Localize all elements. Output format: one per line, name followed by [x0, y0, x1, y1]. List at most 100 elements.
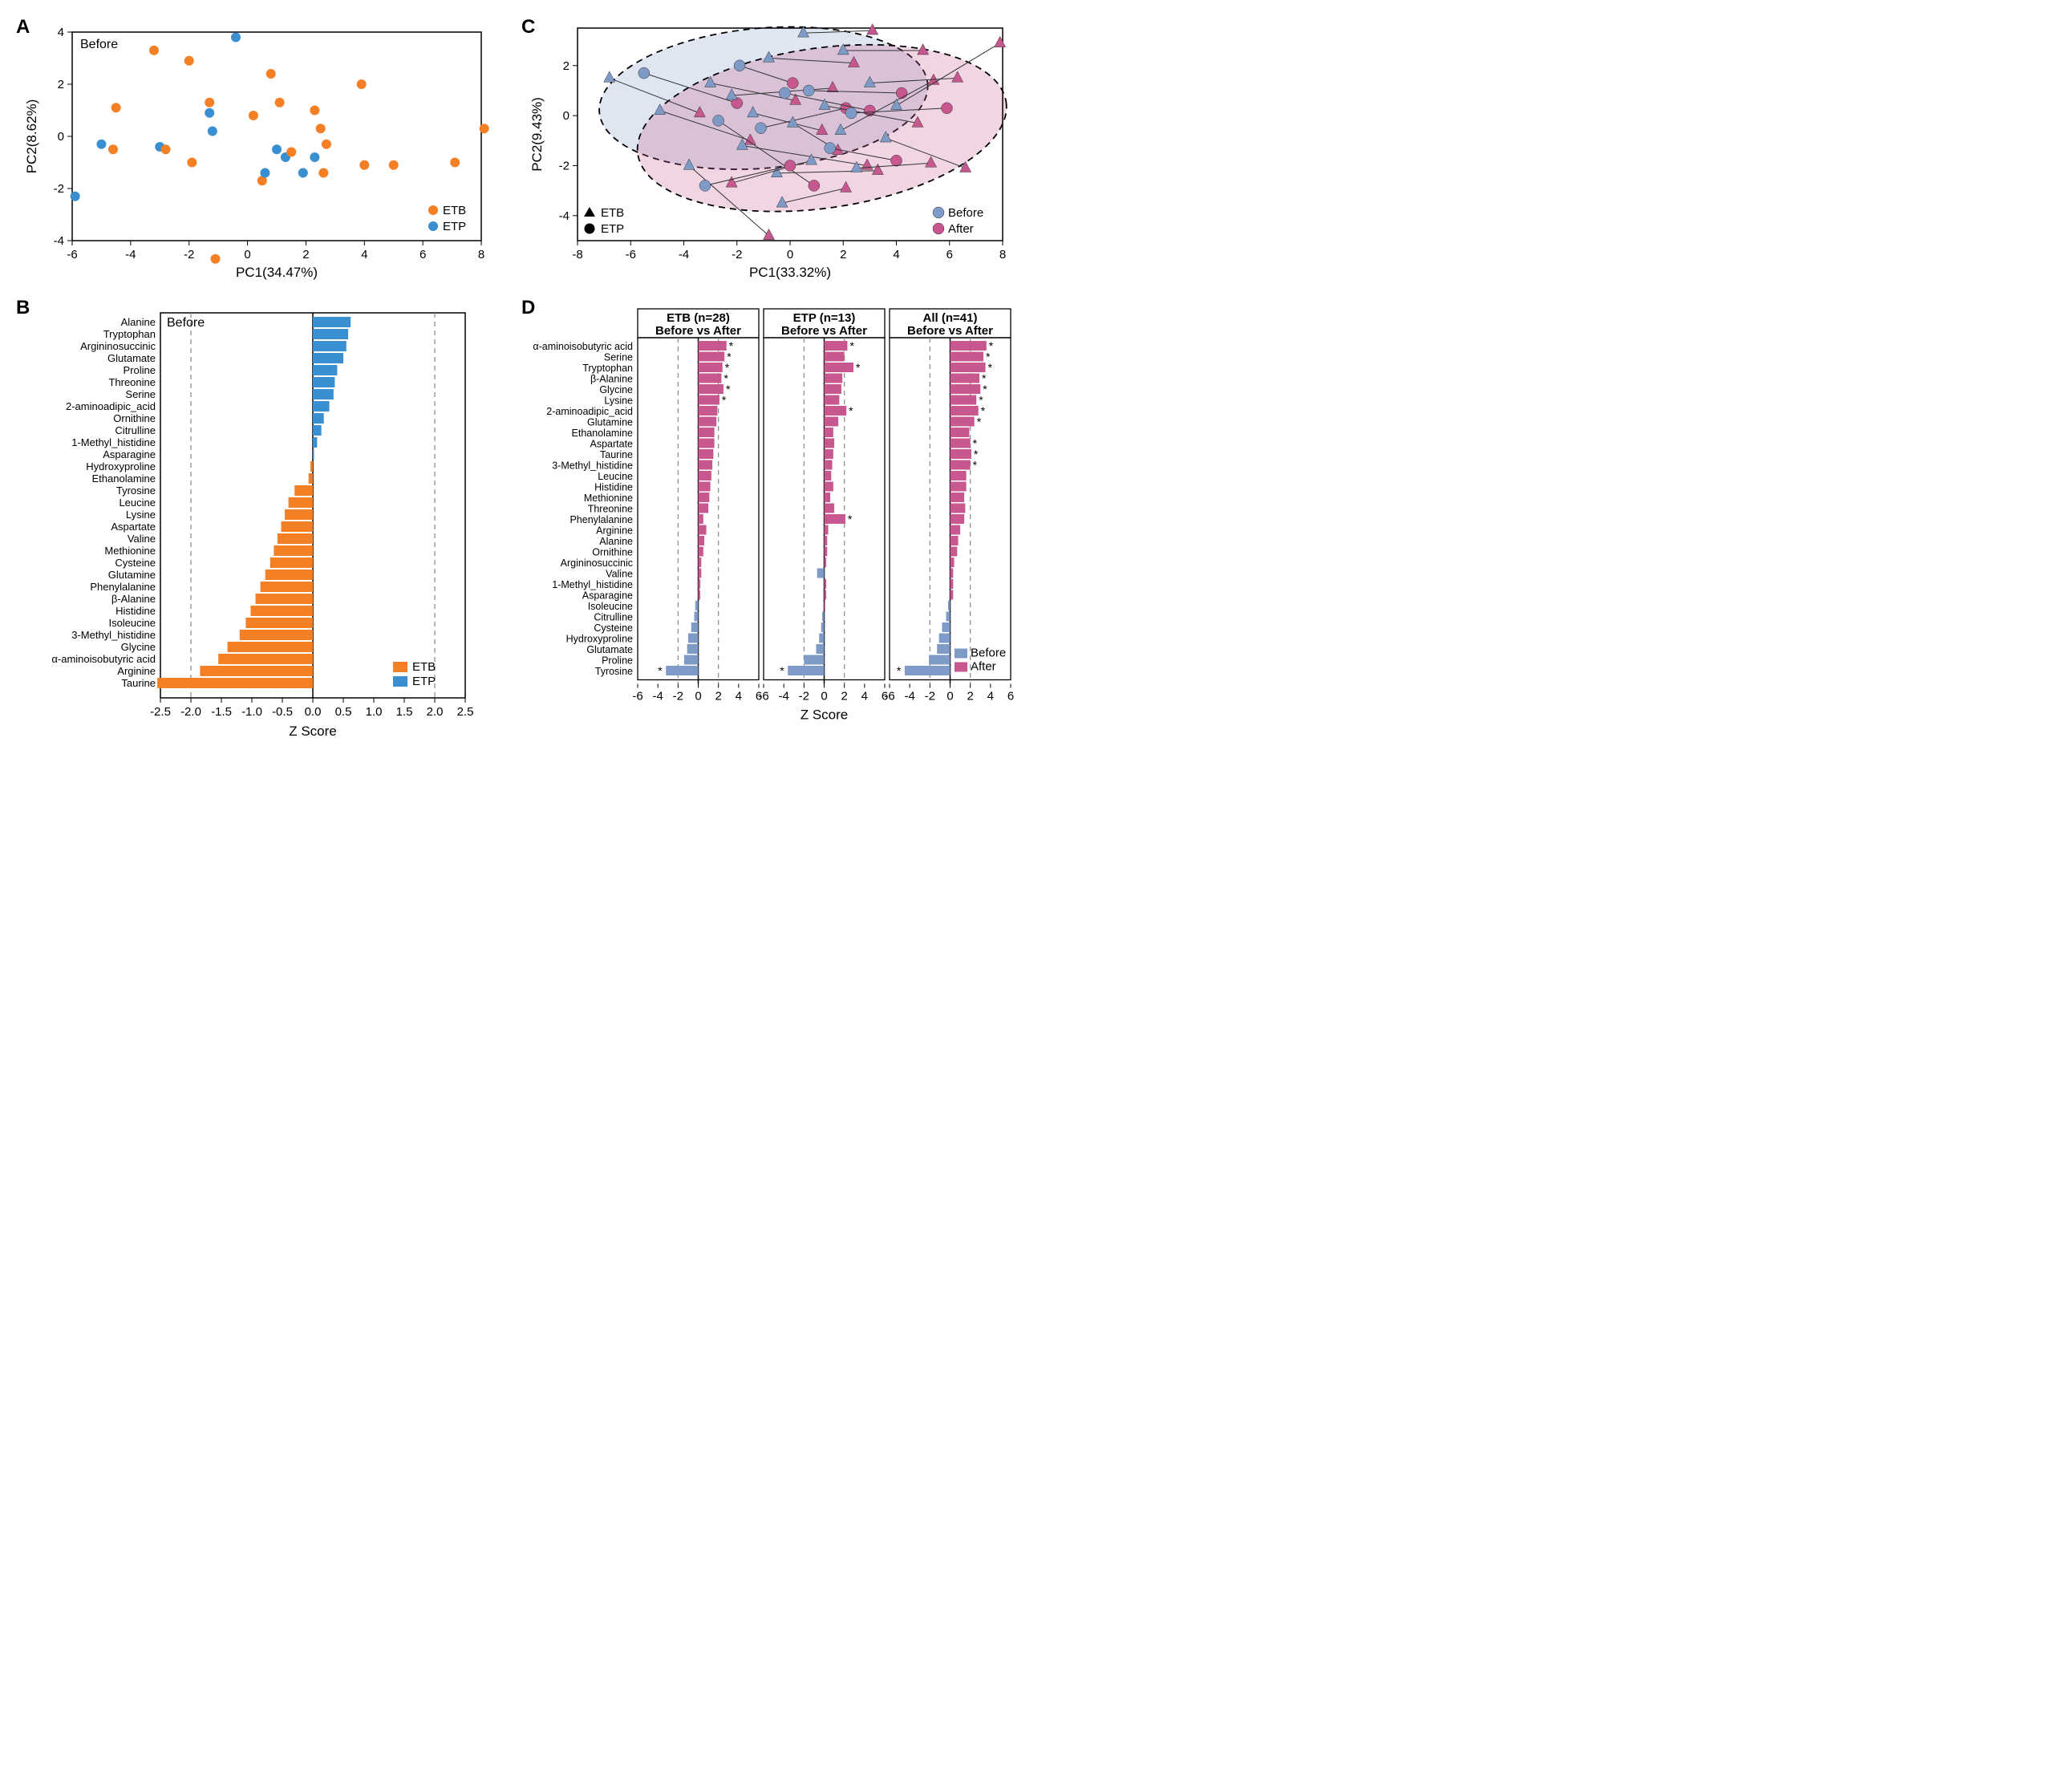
svg-text:0.0: 0.0	[305, 705, 322, 719]
svg-text:*: *	[849, 404, 853, 417]
svg-text:Methionine: Methionine	[104, 545, 156, 557]
svg-text:2: 2	[967, 690, 973, 703]
svg-text:Methionine: Methionine	[584, 493, 633, 504]
svg-text:Taurine: Taurine	[600, 449, 633, 460]
svg-text:Phenylalanine: Phenylalanine	[90, 581, 156, 593]
svg-text:6: 6	[946, 248, 953, 262]
svg-text:Ethanolamine: Ethanolamine	[92, 472, 156, 484]
svg-text:8: 8	[478, 248, 484, 262]
svg-text:-4: -4	[904, 690, 914, 703]
panel-b-label: B	[16, 297, 30, 319]
panel-b-svg: AlanineTryptophanArgininosuccinicGlutama…	[16, 297, 497, 746]
svg-text:β-Alanine: β-Alanine	[111, 593, 156, 605]
svg-text:Before: Before	[167, 316, 205, 330]
svg-text:Histidine: Histidine	[116, 605, 156, 617]
svg-text:Asparagine: Asparagine	[582, 590, 633, 602]
svg-text:Proline: Proline	[124, 364, 156, 376]
svg-text:Z Score: Z Score	[289, 724, 337, 739]
svg-text:3-Methyl_histidine: 3-Methyl_histidine	[552, 460, 633, 472]
figure-grid: A -6-4-202468-4-2024PC1(34.47%)PC2(8.62%…	[16, 16, 1011, 746]
svg-text:2: 2	[302, 248, 309, 262]
svg-text:Serine: Serine	[604, 352, 633, 363]
svg-text:Serine: Serine	[125, 388, 156, 400]
svg-text:4: 4	[861, 690, 868, 703]
svg-text:1.5: 1.5	[396, 705, 413, 719]
svg-text:*: *	[849, 339, 854, 352]
svg-text:2: 2	[563, 59, 570, 73]
svg-text:Citrulline: Citrulline	[594, 612, 633, 623]
svg-text:0: 0	[787, 248, 793, 262]
svg-text:Glycine: Glycine	[121, 641, 156, 653]
svg-text:Before vs After: Before vs After	[907, 324, 993, 338]
svg-text:4: 4	[893, 248, 899, 262]
svg-text:Tryptophan: Tryptophan	[582, 363, 633, 374]
panel-c-svg: -8-6-4-202468-4-202PC1(33.32%)PC2(9.43%)…	[521, 16, 1019, 281]
svg-text:ETB: ETB	[443, 204, 466, 217]
svg-text:Ornithine: Ornithine	[113, 412, 156, 424]
svg-text:-2.5: -2.5	[150, 705, 171, 719]
svg-text:0.5: 0.5	[335, 705, 352, 719]
svg-text:*: *	[897, 664, 902, 677]
svg-text:-6: -6	[884, 690, 894, 703]
svg-text:Valine: Valine	[606, 569, 633, 580]
svg-text:*: *	[983, 383, 987, 395]
svg-text:0: 0	[695, 690, 701, 703]
svg-text:Arginine: Arginine	[117, 665, 156, 677]
svg-text:β-Alanine: β-Alanine	[590, 374, 633, 385]
panel-a: A -6-4-202468-4-2024PC1(34.47%)PC2(8.62%…	[16, 16, 497, 281]
svg-text:ETP (n=13): ETP (n=13)	[793, 311, 856, 325]
svg-text:3-Methyl_histidine: 3-Methyl_histidine	[71, 629, 156, 641]
svg-text:Threonine: Threonine	[108, 376, 156, 388]
svg-text:4: 4	[987, 690, 994, 703]
svg-text:Tyrosine: Tyrosine	[595, 666, 633, 677]
svg-text:Argininosuccinic: Argininosuccinic	[80, 340, 156, 352]
svg-text:Citrulline: Citrulline	[115, 424, 156, 436]
svg-text:ETP: ETP	[601, 222, 624, 236]
svg-text:PC1(33.32%): PC1(33.32%)	[749, 265, 831, 280]
svg-text:-4: -4	[559, 209, 570, 223]
svg-text:-4: -4	[679, 248, 689, 262]
svg-text:0: 0	[821, 690, 827, 703]
svg-text:2: 2	[840, 248, 846, 262]
svg-text:Before: Before	[80, 38, 118, 51]
svg-text:Hydroxyproline: Hydroxyproline	[86, 460, 156, 472]
svg-text:Taurine: Taurine	[121, 677, 156, 689]
svg-text:Glutamine: Glutamine	[108, 569, 156, 581]
svg-text:-4: -4	[54, 234, 64, 248]
svg-text:1-Methyl_histidine: 1-Methyl_histidine	[552, 579, 633, 590]
svg-text:*: *	[856, 361, 861, 374]
svg-text:Tyrosine: Tyrosine	[116, 484, 156, 497]
svg-text:*: *	[658, 664, 663, 677]
svg-text:Isoleucine: Isoleucine	[108, 617, 156, 629]
svg-text:PC2(9.43%): PC2(9.43%)	[529, 97, 545, 172]
svg-text:Before vs After: Before vs After	[781, 324, 867, 338]
svg-text:Before: Before	[971, 647, 1006, 660]
svg-text:-2: -2	[54, 182, 64, 196]
svg-text:-6: -6	[67, 248, 77, 262]
svg-text:Z Score: Z Score	[801, 707, 849, 723]
svg-text:All (n=41): All (n=41)	[923, 311, 978, 325]
svg-text:4: 4	[58, 26, 64, 39]
svg-text:Cysteine: Cysteine	[115, 557, 156, 569]
svg-text:2.5: 2.5	[457, 705, 474, 719]
panel-d-svg: α-aminoisobutyric acidSerineTryptophanβ-…	[521, 297, 1019, 746]
svg-text:1.0: 1.0	[366, 705, 383, 719]
svg-text:Glycine: Glycine	[599, 384, 633, 395]
panel-d-label: D	[521, 297, 535, 319]
svg-text:0: 0	[58, 130, 64, 144]
svg-text:ETB: ETB	[412, 660, 436, 674]
svg-text:Alanine: Alanine	[121, 316, 156, 328]
svg-text:*: *	[780, 664, 784, 677]
svg-text:Hydroxyproline: Hydroxyproline	[566, 634, 633, 645]
svg-text:*: *	[848, 513, 853, 525]
svg-text:Lysine: Lysine	[604, 395, 633, 407]
svg-text:0: 0	[244, 248, 250, 262]
svg-text:-4: -4	[778, 690, 788, 703]
svg-text:-0.5: -0.5	[272, 705, 293, 719]
svg-text:Glutamate: Glutamate	[107, 352, 156, 364]
panel-a-label: A	[16, 16, 30, 39]
panel-d: D α-aminoisobutyric acidSerineTryptophan…	[521, 297, 1019, 746]
svg-text:-1.0: -1.0	[241, 705, 262, 719]
svg-text:Before: Before	[948, 206, 983, 220]
svg-text:ETB: ETB	[601, 206, 624, 220]
